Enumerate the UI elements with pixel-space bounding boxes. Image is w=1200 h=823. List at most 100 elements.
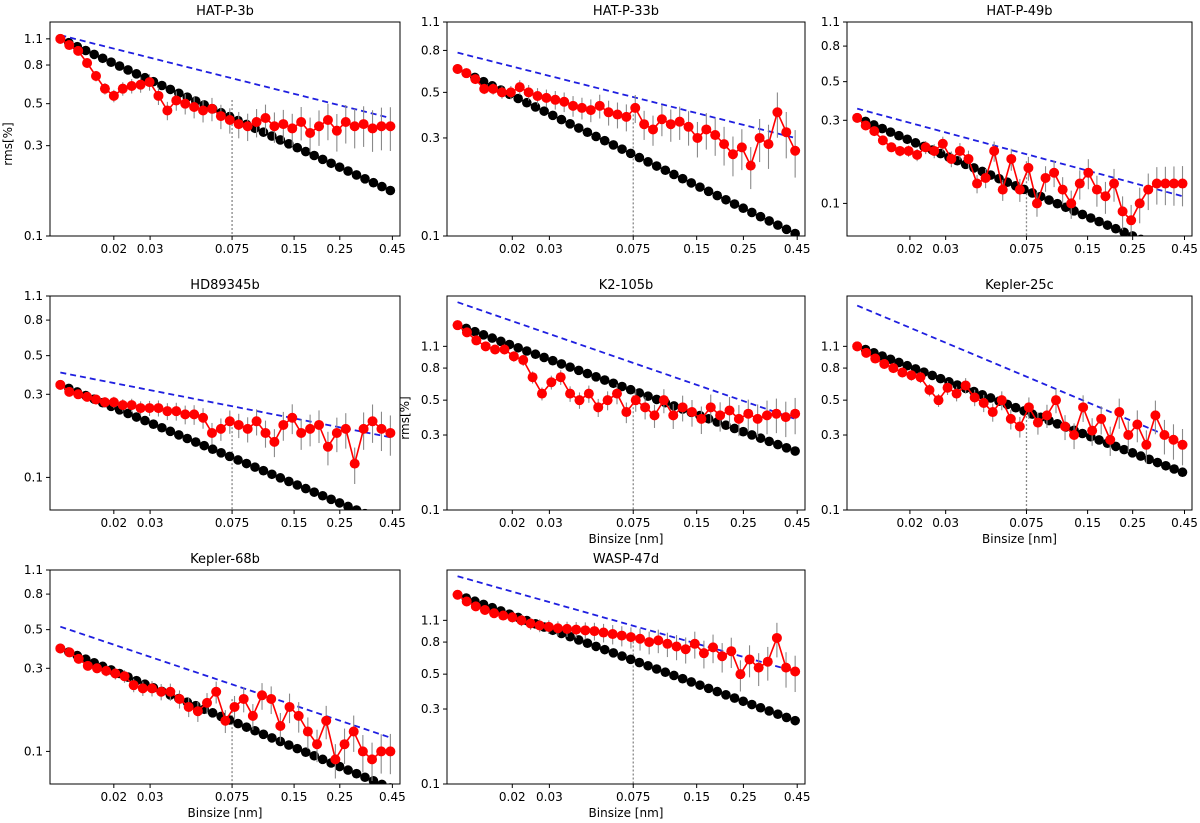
x-tick-label: 0.02: [897, 516, 924, 530]
red-series-point: [1168, 434, 1179, 445]
red-series-point: [1117, 206, 1128, 217]
black-series-point: [712, 686, 723, 697]
plot-area: [452, 575, 801, 784]
y-tick-label: 0.8: [421, 635, 440, 649]
black-series-point: [487, 333, 497, 343]
plot-area: [852, 107, 1188, 236]
red-series-point: [1023, 162, 1034, 173]
x-tick-label: 0.45: [1171, 516, 1198, 530]
black-series-point: [764, 706, 774, 716]
red-series-point: [242, 423, 253, 434]
red-series-point: [933, 395, 944, 406]
red-series-point: [183, 701, 194, 712]
axes-frame: [846, 295, 1193, 511]
plot-area: [852, 304, 1188, 510]
red-series-point: [128, 680, 139, 691]
red-series-point: [192, 706, 203, 717]
red-series-point: [1150, 410, 1161, 421]
x-tick-label: 0.45: [784, 242, 811, 256]
red-series-point: [1050, 395, 1061, 406]
black-series-point: [317, 154, 328, 165]
black-series-point: [565, 362, 575, 372]
red-series-point: [710, 130, 721, 141]
black-series-point: [369, 512, 379, 522]
black-series-point: [729, 199, 740, 209]
y-tick-label: 0.1: [24, 229, 43, 243]
red-series-point: [507, 612, 518, 623]
black-series-point: [377, 181, 387, 192]
y-tick-label: 1.1: [821, 15, 840, 29]
red-series-point: [514, 82, 525, 93]
black-series-point: [148, 419, 159, 429]
x-tick-label: 0.15: [683, 516, 710, 530]
x-tick-label: 0.15: [683, 790, 710, 804]
red-series-point: [879, 358, 890, 369]
red-series-point: [461, 327, 472, 338]
red-series-point: [527, 372, 538, 383]
black-series-point: [773, 439, 783, 450]
red-series-point: [490, 344, 501, 355]
red-series-point: [733, 413, 744, 424]
red-series-point: [305, 127, 316, 138]
black-series-point: [317, 490, 328, 501]
red-series-point: [987, 407, 998, 418]
black-series-point: [224, 451, 235, 462]
red-series-point: [696, 413, 707, 424]
red-series-point: [671, 641, 682, 652]
black-series-point: [190, 437, 201, 447]
plot-area: [55, 33, 396, 236]
x-tick-label: 0.25: [1119, 242, 1146, 256]
red-series-point: [630, 395, 641, 406]
black-series-point: [351, 768, 362, 779]
red-series-point: [1105, 434, 1116, 445]
red-series-point: [963, 153, 974, 164]
red-series-point: [110, 668, 121, 679]
black-series-point: [885, 127, 896, 137]
black-series-point: [106, 57, 116, 67]
red-series-point: [989, 145, 1000, 156]
red-series-point: [162, 406, 173, 417]
black-series-point: [539, 352, 549, 363]
x-tick-label: 0.03: [932, 242, 959, 256]
red-series-point: [593, 402, 604, 413]
x-tick-label: 0.45: [784, 790, 811, 804]
y-tick-label: 0.3: [24, 661, 43, 675]
black-series-point: [368, 177, 379, 188]
black-series-point: [634, 152, 645, 163]
black-series-point: [1144, 454, 1154, 465]
red-series-point: [516, 615, 527, 626]
black-series-point: [608, 378, 619, 389]
red-series-point: [852, 112, 863, 123]
red-series-point: [376, 746, 387, 757]
chart-panel-4: K2-105b 0.02 0.03 0.075 0.15 0.25 0.45 0.1 0.3 0.…: [398, 278, 811, 546]
red-series-point: [894, 145, 905, 156]
black-series-point: [721, 690, 731, 700]
red-series-point: [687, 407, 698, 418]
black-series-point: [755, 211, 766, 222]
x-tick-label: 0.03: [137, 790, 164, 804]
red-series-point: [117, 400, 128, 411]
y-tick-label: 1.1: [821, 339, 840, 353]
black-series-point: [712, 190, 723, 201]
plot-area: [55, 371, 396, 522]
black-series-point: [747, 430, 757, 440]
black-series-point: [351, 505, 362, 510]
black-series-point: [326, 494, 336, 505]
black-series-point: [790, 446, 800, 456]
black-series-point: [207, 444, 218, 455]
black-series-point: [902, 360, 913, 371]
red-series-point: [126, 400, 137, 411]
black-series-point: [1177, 467, 1188, 478]
blue-dashed-fit: [60, 625, 391, 739]
red-series-point: [870, 353, 881, 364]
black-series-point: [385, 185, 396, 196]
y-tick-label: 0.1: [24, 470, 43, 484]
black-series-point: [114, 61, 125, 71]
red-series-point: [594, 100, 605, 111]
black-series-point: [165, 84, 176, 95]
black-series-point: [573, 123, 584, 133]
red-series-point: [771, 408, 782, 419]
black-series-point: [258, 127, 269, 137]
x-axis-label: Binsize [nm]: [188, 806, 263, 820]
black-series-point: [250, 462, 260, 472]
